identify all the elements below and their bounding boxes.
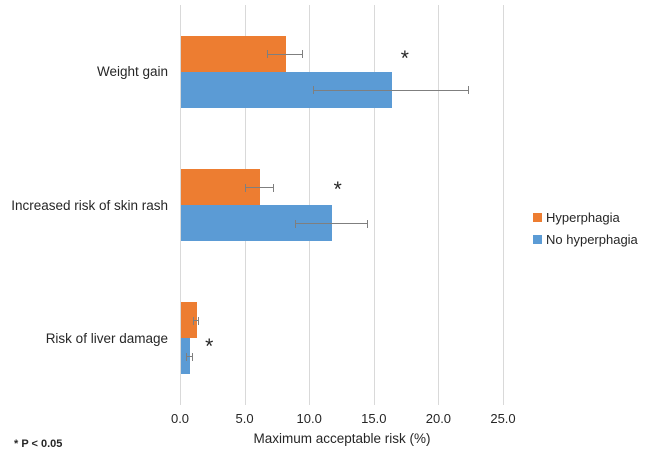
error-bar	[267, 53, 303, 55]
x-tick-label: 10.0	[296, 411, 322, 426]
bar-hyperphagia-risk-of-liver-damage	[181, 302, 197, 339]
error-bar	[244, 187, 274, 188]
error-bar-cap	[267, 50, 269, 59]
error-bar	[294, 223, 368, 224]
x-tick-label: 0.0	[170, 411, 190, 426]
significance-asterisk: *	[400, 47, 409, 70]
x-tick-label: 20.0	[425, 411, 452, 426]
gridline	[373, 5, 375, 405]
category-label-risk-of-liver-damage: Risk of liver damage	[45, 330, 168, 346]
error-bar	[185, 356, 193, 358]
legend-swatch-hyperphagia	[533, 213, 542, 222]
error-bar-cap	[198, 316, 200, 325]
category-label-weight-gain: Weight gain	[96, 64, 168, 80]
legend-label-hyperphagia: Hyperphagia	[546, 210, 620, 225]
legend-label-no-hyperphagia: No hyperphagia	[546, 232, 638, 247]
x-tick-label: 5.0	[235, 411, 254, 426]
error-bar	[313, 89, 469, 91]
legend: Hyperphagia No hyperphagia	[533, 210, 638, 254]
legend-swatch-no-hyperphagia	[533, 235, 542, 244]
gridline	[180, 5, 181, 405]
bar-no-hyperphagia-risk-of-liver-damage	[181, 338, 191, 375]
plot-area: * * *	[180, 5, 530, 405]
category-label-increased-risk-of-skin-rash: Increased risk of skin rash	[11, 197, 168, 213]
error-bar-cap	[313, 86, 315, 95]
error-bar-cap	[192, 352, 194, 361]
error-bar-cap	[192, 316, 194, 325]
significance-footnote: * P < 0.05	[14, 438, 63, 450]
gridline	[503, 5, 504, 405]
error-bar-cap	[185, 352, 187, 361]
x-tick-label: 25.0	[490, 411, 516, 426]
error-bar-cap	[273, 183, 275, 192]
error-bar	[192, 320, 199, 322]
significance-asterisk: *	[333, 177, 342, 201]
legend-item-hyperphagia: Hyperphagia	[533, 210, 638, 225]
error-bar-cap	[468, 86, 470, 95]
error-bar-cap	[302, 50, 304, 59]
error-bar-cap	[244, 183, 246, 192]
x-axis-title: Maximum acceptable risk (%)	[253, 431, 431, 446]
error-bar-cap	[367, 219, 369, 228]
legend-item-no-hyperphagia: No hyperphagia	[533, 232, 638, 247]
significance-asterisk: *	[205, 335, 214, 358]
x-tick-label: 15.0	[361, 411, 387, 426]
error-bar-cap	[294, 219, 296, 228]
gridline	[438, 5, 440, 405]
